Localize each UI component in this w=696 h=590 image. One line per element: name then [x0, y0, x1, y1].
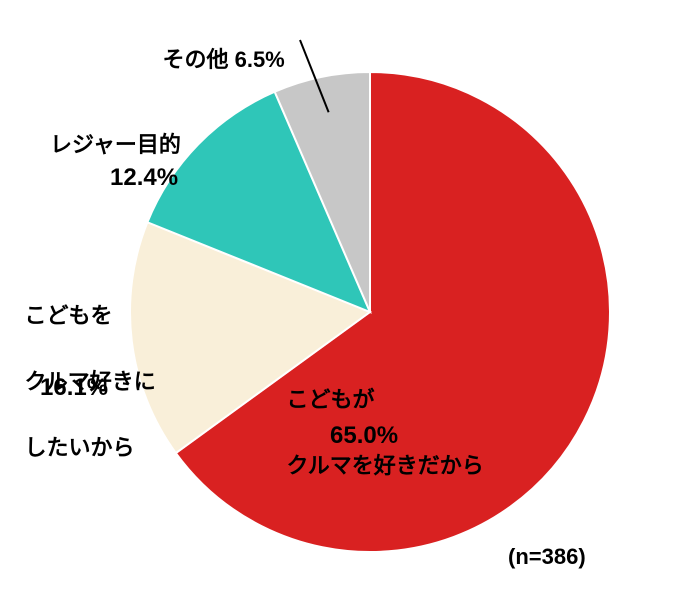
slice-percent-3: 6.5%: [235, 47, 285, 72]
n-label: (n=386): [508, 540, 586, 573]
slice-percent-1: 16.1%: [40, 370, 108, 406]
slice-label-0-line0: こどもが: [286, 387, 374, 412]
slice-label-1-line0: こどもを: [24, 303, 112, 328]
slice-label-3: その他 6.5%: [138, 10, 285, 109]
slice-percent-0: 65.0%: [330, 418, 398, 454]
slice-label-0-line1: クルマを好きだから: [286, 453, 483, 478]
slice-percent-2: 12.4%: [110, 160, 178, 196]
slice-label-1-line2: したいから: [24, 435, 134, 460]
slice-label-3-line0: その他: [162, 47, 228, 72]
slice-label-2-line0: レジャー目的: [50, 128, 181, 161]
pie-chart: こどもが クルマを好きだから 65.0% こどもを クルマ好きに したいから 1…: [0, 0, 696, 590]
